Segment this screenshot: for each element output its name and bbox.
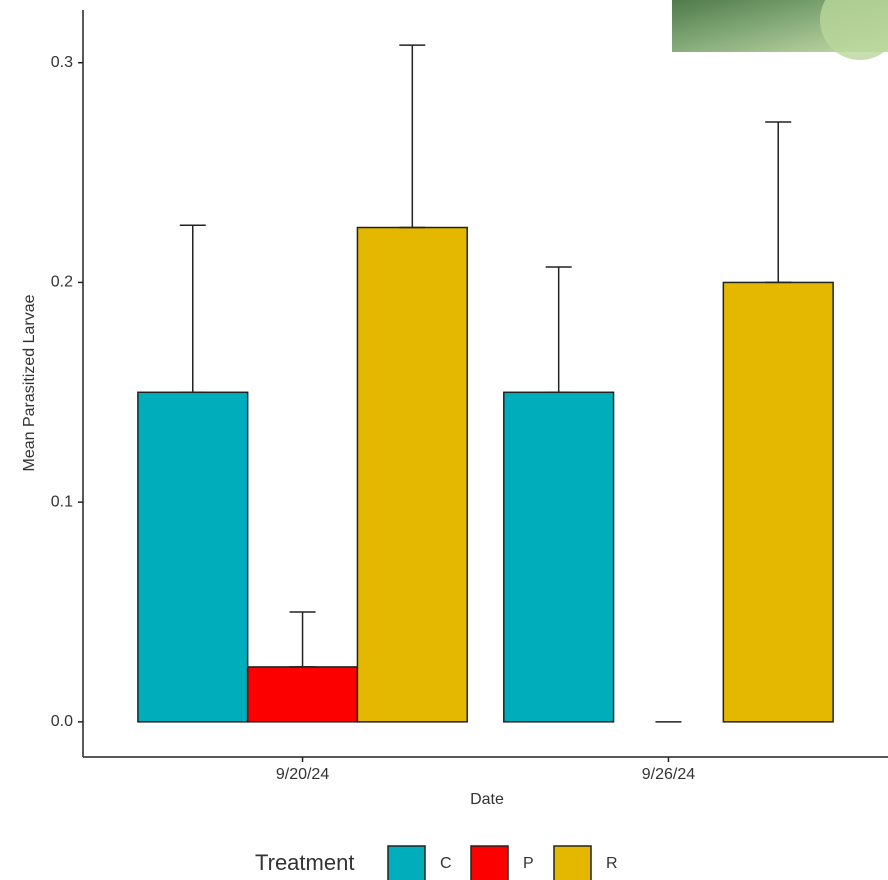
bar [504,392,614,722]
page: Mean Parasitized Larvae Date Treatment 0… [0,0,888,880]
legend-key [554,846,591,880]
error-bar [546,267,572,392]
chart: Mean Parasitized Larvae Date Treatment 0… [0,0,888,880]
error-bar [765,122,791,282]
legend-title: Treatment [255,850,354,875]
x-axis-title: Date [470,791,504,808]
bar [248,667,358,722]
bar [357,228,467,722]
y-axis-title: Mean Parasitized Larvae [21,294,38,471]
bar [723,282,833,721]
y-tick-label: 0.3 [51,54,73,71]
error-bar [180,225,206,392]
legend-label: C [440,855,452,872]
legend-key [471,846,508,880]
y-tick-label: 0.1 [51,493,73,510]
y-tick-label: 0.0 [51,713,73,730]
legend-label: R [606,855,618,872]
y-tick-label: 0.2 [51,274,73,291]
error-bar [399,45,425,227]
legend-label: P [523,855,534,872]
x-tick-label: 9/20/24 [276,766,329,783]
error-bar [290,612,316,667]
legend-key [388,846,425,880]
bar [138,392,248,722]
x-tick-label: 9/26/24 [642,766,695,783]
